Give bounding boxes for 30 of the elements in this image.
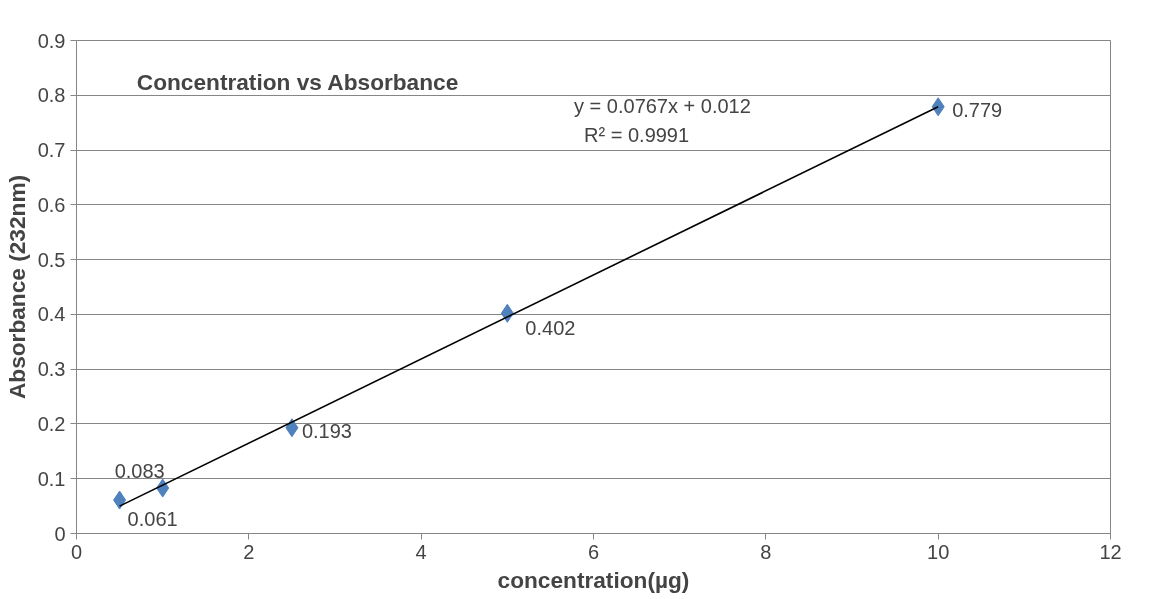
y-tick-label: 0: [54, 522, 66, 545]
y-tick-label: 0.3: [37, 358, 66, 381]
x-axis-title: concentration(µg): [497, 566, 690, 593]
x-tick-label: 2: [243, 540, 255, 563]
x-tick-label: 10: [927, 540, 950, 563]
data-label: 0.779: [952, 98, 1003, 121]
y-tick-label: 0.9: [37, 29, 66, 52]
point: [931, 97, 945, 117]
x-tick-label: 12: [1099, 540, 1122, 563]
y-tick-label: 0.5: [37, 248, 66, 271]
point: [285, 418, 299, 438]
y-tick-label: 0.1: [37, 467, 66, 490]
x-tick-label: 6: [587, 540, 600, 563]
annotation: R² = 0.9991: [584, 123, 690, 146]
point: [113, 490, 127, 510]
y-axis-title: Absorbance (232nm): [3, 174, 30, 400]
x-tick-label: 8: [760, 540, 772, 563]
x-tick-label: 0: [70, 540, 83, 563]
y-tick-label: 0.8: [37, 84, 66, 107]
data-label: 0.193: [301, 419, 352, 442]
y-tick-label: 0.6: [37, 193, 66, 216]
data-label: 0.083: [114, 460, 165, 483]
y-tick-label: 0.4: [37, 303, 66, 326]
text: Concentration vs Absorbance: [136, 69, 459, 96]
data-label: 0.402: [525, 317, 576, 340]
y-tick-label: 0.7: [37, 139, 66, 162]
annotation: y = 0.0767x + 0.012: [574, 95, 751, 118]
x-tick-label: 4: [415, 540, 427, 563]
y-tick-label: 0.2: [37, 412, 66, 435]
data-label: 0.061: [127, 508, 178, 531]
